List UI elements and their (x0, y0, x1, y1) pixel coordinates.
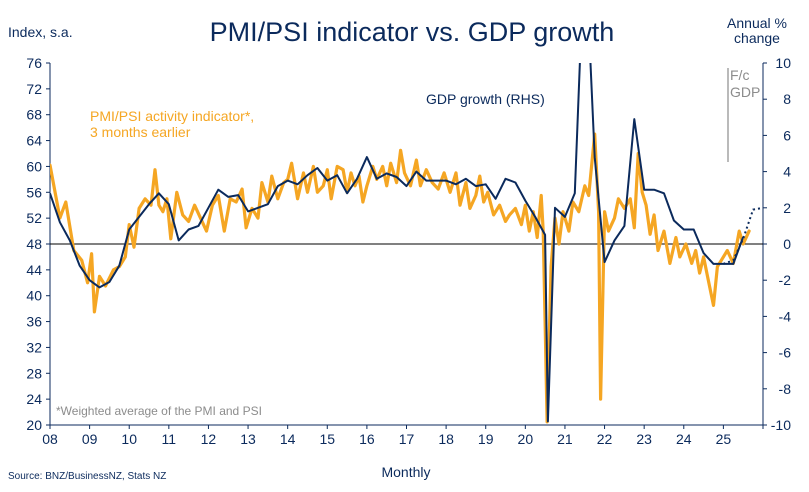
left-tick-label: 56 (26, 184, 42, 200)
left-tick-label: 20 (26, 417, 42, 433)
x-tick-label: 17 (399, 431, 415, 447)
left-tick-label: 36 (26, 314, 42, 330)
right-axis-label: Annual % change (727, 15, 787, 46)
footnote: *Weighted average of the PMI and PSI (56, 404, 262, 418)
right-tick-label: -2 (779, 272, 792, 288)
pmi-series-label: PMI/PSI activity indicator*, 3 months ea… (90, 108, 254, 140)
x-tick-label: 20 (518, 431, 534, 447)
x-tick-label: 16 (359, 431, 375, 447)
x-tick-label: 10 (121, 431, 137, 447)
x-tick-label: 19 (478, 431, 494, 447)
left-tick-label: 68 (26, 107, 42, 123)
left-tick-label: 52 (26, 210, 42, 226)
pmi-psi-series-line (50, 132, 751, 424)
x-tick-label: 12 (201, 431, 217, 447)
left-tick-label: 60 (26, 158, 42, 174)
x-tick-label: 13 (240, 431, 256, 447)
right-tick-label: 8 (783, 91, 791, 107)
x-tick-label: 21 (557, 431, 573, 447)
x-tick-label: 14 (280, 431, 296, 447)
chart-title: PMI/PSI indicator vs. GDP growth (210, 17, 615, 47)
left-tick-label: 76 (26, 55, 42, 71)
x-tick-label: 09 (82, 431, 98, 447)
gdp-series-line (50, 63, 745, 423)
right-tick-label: 6 (783, 127, 791, 143)
x-tick-label: 18 (438, 431, 454, 447)
right-tick-label: 10 (775, 55, 791, 71)
right-axis-label-line-2: change (734, 30, 780, 46)
x-tick-label: 22 (597, 431, 613, 447)
axes: 202428323640444852566064687276-10-8-6-4-… (26, 55, 791, 447)
x-tick-label: 23 (636, 431, 652, 447)
left-axis-label: Index, s.a. (8, 24, 73, 40)
forecast-label-line-1: F/c (730, 67, 749, 83)
pmi-series-label-line-1: PMI/PSI activity indicator*, (90, 108, 254, 124)
x-axis-label: Monthly (381, 464, 430, 480)
x-tick-label: 11 (162, 431, 177, 447)
left-tick-label: 24 (26, 391, 42, 407)
right-tick-label: 0 (783, 236, 791, 252)
pmi-series-label-line-2: 3 months earlier (90, 124, 191, 140)
left-tick-label: 32 (26, 339, 42, 355)
x-tick-label: 08 (42, 431, 58, 447)
right-tick-label: -4 (779, 308, 792, 324)
left-tick-label: 28 (26, 365, 42, 381)
source-note: Source: BNZ/BusinessNZ, Stats NZ (8, 471, 166, 482)
x-tick-label: 24 (676, 431, 692, 447)
right-axis-label-line-1: Annual % (727, 15, 787, 31)
forecast-label-line-2: GDP (730, 84, 760, 100)
right-tick-label: 2 (783, 200, 791, 216)
plot-area (50, 63, 763, 424)
left-tick-label: 40 (26, 288, 42, 304)
right-tick-label: -8 (779, 381, 792, 397)
right-tick-label: -10 (771, 417, 791, 433)
left-tick-label: 48 (26, 236, 42, 252)
x-tick-label: 25 (716, 431, 732, 447)
forecast-label: F/c GDP (730, 67, 760, 100)
gdp-series-label: GDP growth (RHS) (426, 91, 545, 107)
right-tick-label: 4 (783, 164, 791, 180)
right-tick-label: -6 (779, 345, 792, 361)
left-tick-label: 44 (26, 262, 42, 278)
x-tick-label: 15 (319, 431, 335, 447)
left-tick-label: 64 (26, 133, 42, 149)
left-tick-label: 72 (26, 81, 42, 97)
